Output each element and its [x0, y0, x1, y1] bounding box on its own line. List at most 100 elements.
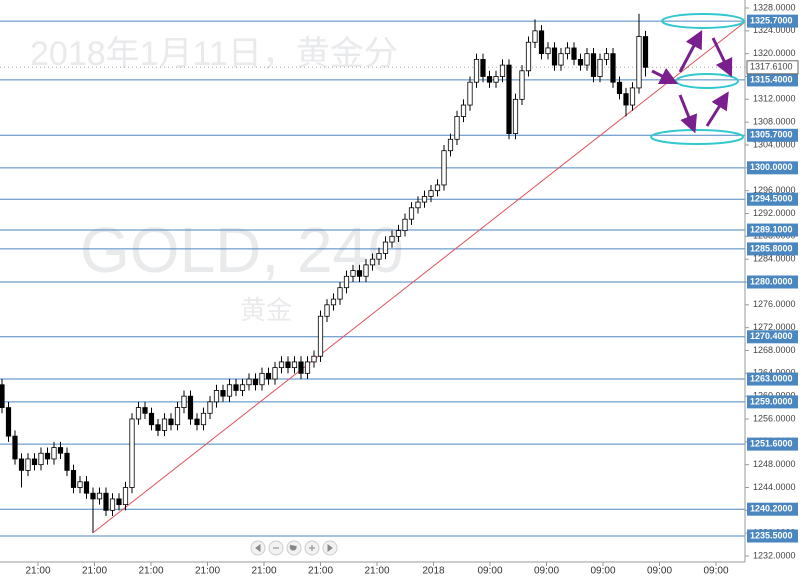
candle-body [259, 372, 265, 386]
candle-body [330, 298, 337, 306]
y-tick-label: 1284.0000 [753, 254, 796, 264]
level-label-box [747, 161, 798, 175]
candle-body [38, 452, 44, 466]
candle-body [376, 253, 382, 260]
candle-body [519, 70, 525, 100]
candle-body [499, 64, 506, 77]
candle-body [616, 81, 623, 95]
axis-labels: 1232.00001236.00001240.00001244.00001248… [25, 2, 799, 577]
candle-body [213, 390, 220, 403]
candle-body [174, 407, 181, 426]
x-tick-label: 21:00 [195, 566, 220, 577]
candle-body [129, 418, 135, 488]
level-label: 1289.1000 [750, 224, 793, 234]
candle-body [480, 58, 486, 77]
watermarks: 2018年1月11日，黄金分 GOLD, 240 黄金 [30, 35, 404, 325]
level-label-box [747, 502, 798, 516]
level-label-box [747, 372, 798, 386]
candle-body [324, 304, 330, 317]
candle-body [389, 235, 395, 243]
x-tick-label: 21:00 [138, 566, 163, 577]
candle-body [395, 230, 402, 237]
candle-body [636, 36, 642, 89]
target-ellipse [650, 129, 744, 145]
candle-body [369, 258, 376, 266]
watermark-name: 黄金 [240, 295, 292, 325]
nav-buttons[interactable] [250, 540, 338, 556]
current-price-label: 1317.6100 [750, 62, 793, 72]
candle-body [12, 435, 18, 460]
candle-body [317, 315, 324, 357]
candle-body [447, 138, 454, 152]
candle-body [623, 93, 629, 106]
candle-body [590, 53, 597, 77]
level-label-box [747, 223, 798, 237]
candle-body [168, 418, 174, 426]
candle-body [597, 58, 603, 77]
target-ellipse [661, 13, 745, 29]
candle-body [525, 41, 532, 72]
level-label: 1305.7000 [750, 130, 793, 140]
x-tick-label: 21:00 [364, 566, 389, 577]
x-tick-label: 09:00 [477, 566, 502, 577]
x-tick-label: 21:00 [25, 566, 50, 577]
y-tick-label: 1304.0000 [753, 139, 796, 149]
candle-body [421, 195, 428, 203]
y-tick-label: 1232.0000 [753, 550, 796, 560]
level-label: 1240.2000 [750, 504, 793, 514]
x-tick-label: 09:00 [590, 566, 615, 577]
level-label-box [747, 14, 798, 28]
candle-body [356, 270, 363, 277]
candle-body [363, 264, 369, 277]
level-label: 1294.5000 [750, 194, 793, 204]
candle-body [135, 407, 142, 420]
candle-body [610, 53, 616, 83]
candle-body [298, 361, 304, 374]
candle-body [428, 190, 434, 197]
y-tick-label: 1320.0000 [753, 48, 796, 58]
level-label: 1280.0000 [750, 276, 793, 286]
candle-body [252, 378, 259, 386]
candle-body [272, 367, 278, 380]
candle-body [350, 270, 356, 277]
candle-body [155, 424, 161, 431]
candle-body [486, 76, 493, 83]
y-tick-label: 1292.0000 [753, 208, 796, 218]
candle-body [506, 64, 512, 134]
candle-body [83, 481, 90, 494]
candle-body [0, 384, 5, 408]
y-tick-label: 1256.0000 [753, 413, 796, 423]
y-tick-label: 1276.0000 [753, 299, 796, 309]
candle-body [44, 452, 51, 460]
candle-body [558, 53, 564, 66]
x-tick-label: 09:00 [534, 566, 559, 577]
candle-body [571, 47, 577, 60]
candle-body [311, 355, 317, 363]
candle-body [551, 47, 558, 66]
candle-body [246, 378, 252, 386]
candle-body [161, 418, 168, 431]
candle-body [382, 241, 389, 254]
arrow [705, 91, 729, 127]
target-ellipse [675, 73, 739, 89]
candle-body [441, 150, 447, 186]
candle-body [545, 47, 551, 55]
y-tick-label: 1308.0000 [753, 117, 796, 127]
candle-body [473, 58, 480, 83]
candle-body [226, 384, 233, 397]
level-label-box [747, 128, 798, 142]
candle-body [25, 458, 31, 471]
candle-body [96, 492, 103, 500]
candle-body [194, 418, 200, 426]
candle-body [5, 407, 12, 437]
level-label: 1285.8000 [750, 243, 793, 253]
candle-body [103, 492, 109, 511]
arrow [678, 30, 703, 73]
candle-body [642, 36, 649, 68]
candle-body [408, 207, 415, 220]
candle-body [577, 58, 584, 66]
candle-body [233, 384, 239, 391]
level-label-box [747, 73, 798, 87]
candles [0, 13, 649, 534]
